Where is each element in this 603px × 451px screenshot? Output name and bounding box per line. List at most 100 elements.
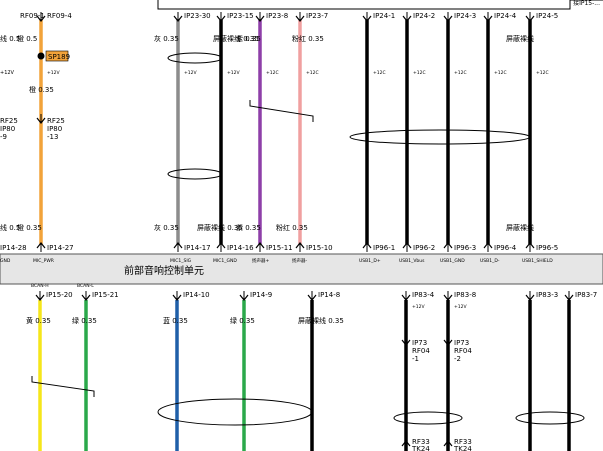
left-bottom-signal: GND (0, 258, 11, 264)
bottom-wire-b1: BCAN-H IP15-20 黄 0.35 (26, 283, 73, 451)
bottom-signal-label: USB1_SHIELD (522, 258, 553, 264)
wire-mid-value: +12C (494, 70, 507, 76)
shield-ellipse (349, 129, 531, 145)
bottom-pin-label: IP96-2 (413, 244, 435, 252)
bottom-wire-b8: IP83-3 (528, 291, 558, 451)
wire-mid-value: +12C (306, 70, 319, 76)
top-wire-w2: IP23-30 灰 0.35 +12V 灰 0.35 IP14-17 MIC1_SIG (154, 12, 211, 264)
wire-bottom-label: 橙 0.35 (17, 223, 42, 232)
bottom-pin-label: IP96-1 (373, 244, 395, 252)
bottom-wire-pin: IP83-3 (536, 291, 558, 299)
bottom-signal-label: 扬声器+ (252, 257, 269, 264)
bottom-wire-b9: IP83-7 (567, 291, 597, 451)
top-wire-w10: IP24-5 屏蔽裸线 +12C 屏蔽裸线 IP96-5 USB1_SHIELD (506, 12, 558, 264)
top-wire-w4: IP23-8 紫 0.35 +12C 紫 0.35 IP15-11 扬声器+ (236, 12, 293, 264)
wire-mid-value: +12V (184, 70, 197, 76)
left-connector-text: -9 (0, 133, 7, 141)
bottom-wire-pin: IP83-8 (454, 291, 476, 299)
bottom-wire-pin: IP83-4 (412, 291, 435, 299)
wire-bottom-label: 屏蔽裸线 (506, 223, 534, 232)
bottom-pin-label: IP15-11 (266, 244, 293, 252)
inline-connector-label: RF04 (454, 347, 472, 355)
bottom-pin-label: IP14-17 (184, 244, 211, 252)
wire-color-label: 屏蔽裸线 (506, 34, 534, 43)
left-bottom-pin: IP14-28 (0, 244, 27, 252)
bottom-wire-b2: BCAN-L IP15-21 绿 0.35 (72, 283, 119, 451)
bottom-wire-pin: IP83-7 (575, 291, 597, 299)
inline-connector-label: IP73 (412, 339, 427, 347)
bottom-wire-label: 黄 0.35 (26, 316, 51, 325)
bottom-pin-label: IP14-16 (227, 244, 254, 252)
control-unit-band (0, 253, 603, 285)
wire-mid-value: +12C (536, 70, 549, 76)
bottom-wire-label: 屏蔽裸线 0.35 (298, 316, 344, 325)
wire-bottom-label: 灰 0.35 (154, 223, 179, 232)
wire-bottom-label: 屏蔽裸线 0.35 (197, 223, 243, 232)
shield-ellipse (157, 398, 313, 426)
wire-mid-value: +12C (413, 70, 426, 76)
inline-connector-label: RF33 (412, 438, 430, 446)
top-pin-label: IP24-5 (536, 12, 558, 20)
bottom-pin-label: IP15-10 (306, 244, 333, 252)
bottom-signal-label: USB1_GND (440, 258, 465, 264)
left-connector-text: RF25 (0, 117, 18, 125)
twist-marker (249, 100, 314, 122)
top-pin-label: RF09-4 (47, 12, 72, 20)
wire-mid-value: +12C (266, 70, 279, 76)
top-wire-w9: IP24-4 +12C IP96-4 USB1_D- (480, 12, 517, 264)
left-connector-text: IP80 (0, 125, 15, 133)
bottom-wire-pin: IP14-8 (318, 291, 340, 299)
top-pin-label: IP24-2 (413, 12, 435, 20)
left-top-wire-label: 线 0.5 (0, 34, 20, 43)
bottom-wire-pin: IP15-21 (92, 291, 119, 299)
top-pin-label: IP23-30 (184, 12, 211, 20)
bottom-wire-label: 蓝 0.35 (163, 316, 188, 325)
bottom-wire-pin: IP14-9 (250, 291, 272, 299)
inline-connector-label: TK24 (453, 445, 472, 451)
left-top-pin: RF09-1 (20, 12, 45, 20)
inline-connector-label: -1 (412, 355, 419, 363)
bottom-wire-label: 绿 0.35 (230, 316, 255, 325)
bottom-wire-b3: IP14-10 蓝 0.35 (163, 291, 210, 451)
top-pin-label: IP23-7 (306, 12, 328, 20)
wire-mid-value: +12V (47, 70, 60, 76)
wire-mid-label: 橙 0.35 (29, 85, 54, 94)
bottom-wire-signal: BCAN-H (31, 283, 49, 289)
top-wire-w3: IP23-15 屏蔽裸线 0.35 +12V 屏蔽裸线 0.35 IP14-16 MIC1… (197, 12, 259, 264)
top-pin-label: IP24-4 (494, 12, 517, 20)
splice-dot (37, 52, 45, 60)
inline-connector-label: IP80 (47, 125, 62, 133)
wire-color-label: 灰 0.35 (154, 34, 179, 43)
shield-ellipse (167, 52, 223, 64)
bottom-signal-label: USB1_D- (480, 258, 500, 264)
inline-connector-label: RF25 (47, 117, 65, 125)
splice-box (45, 50, 69, 62)
bottom-wire-pin: IP14-10 (183, 291, 210, 299)
shield-ellipse (393, 411, 463, 425)
wire-bottom-label: 粉红 0.35 (276, 223, 308, 232)
twist-marker (31, 376, 95, 397)
bottom-wire-label: +12V (412, 304, 425, 310)
bottom-signal-label: MIC_PWR (33, 258, 54, 264)
bottom-wire-pin: IP15-20 (46, 291, 73, 299)
bottom-signal-label: MIC1_SIG (170, 258, 192, 264)
bottom-wire-signal: BCAN-L (77, 283, 94, 289)
left-bottom-wire-label: 线 0.5 (0, 223, 20, 232)
wire-color-label: 紫 0.35 (236, 35, 261, 43)
wire-color-label: 粉红 0.35 (292, 34, 324, 43)
bottom-wire-b5: IP14-8 屏蔽裸线 0.35 (298, 291, 344, 451)
shield-ellipse (515, 411, 585, 425)
bottom-pin-label: IP14-27 (47, 244, 74, 252)
bottom-signal-label: USB1_Vbus (399, 258, 425, 264)
bottom-pin-label: IP96-5 (536, 244, 558, 252)
inline-connector-label: -13 (47, 133, 58, 141)
wire-mid-value: +12V (227, 70, 240, 76)
bottom-pin-label: IP96-3 (454, 244, 476, 252)
corner-note: 接IP15-... (573, 0, 600, 7)
inline-connector-label: RF33 (454, 438, 472, 446)
bottom-wire-b4: IP14-9 绿 0.35 (230, 291, 272, 451)
inline-connector-label: -2 (454, 355, 461, 363)
top-wire-w7: IP24-2 +12C IP96-2 USB1_Vbus (399, 12, 435, 264)
